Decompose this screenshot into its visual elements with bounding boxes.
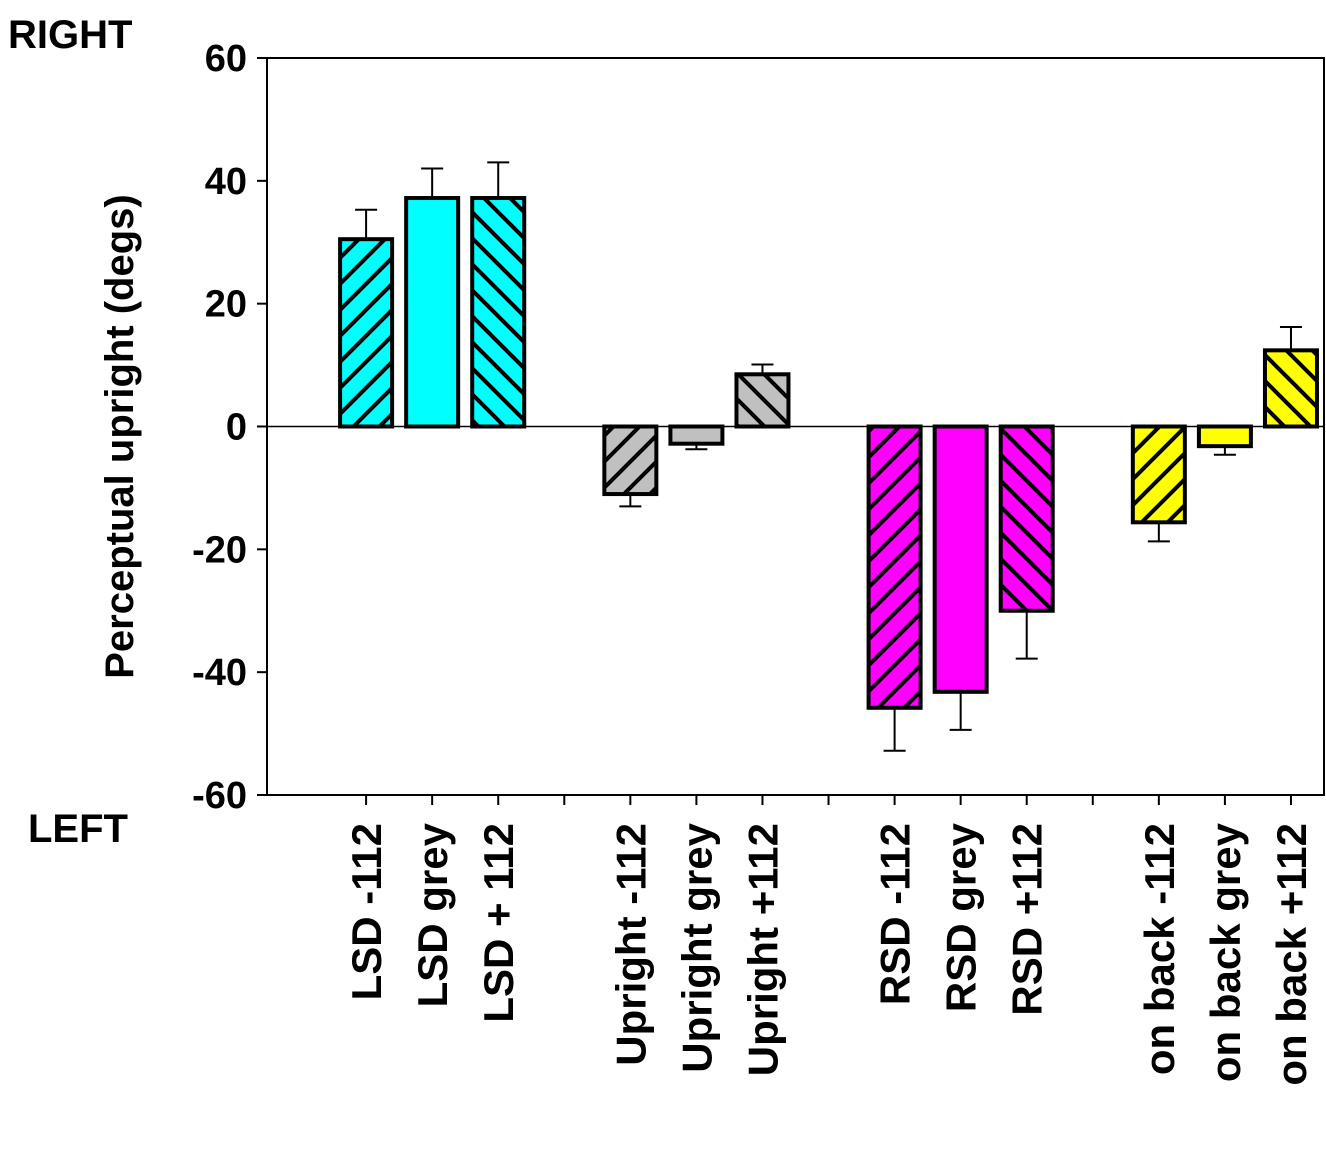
error-bar xyxy=(883,707,906,752)
x-tick-label: RSD grey xyxy=(938,822,985,1012)
y-tick-label: -40 xyxy=(192,652,247,694)
error-bar xyxy=(1213,446,1236,456)
x-tick-label: Upright grey xyxy=(673,822,720,1072)
y-tick-label: 60 xyxy=(205,38,247,80)
error-bar xyxy=(1279,326,1302,351)
bar-on-back-112 xyxy=(1262,348,1319,429)
error-bar xyxy=(685,443,708,451)
bar-lsd-grey xyxy=(404,196,461,429)
x-tick-label: LSD -112 xyxy=(343,823,390,1000)
bar-rsd-112 xyxy=(866,424,923,710)
bar-upright-112 xyxy=(734,372,791,429)
y-tick-label: -20 xyxy=(192,529,247,571)
bar-upright-grey xyxy=(668,424,725,446)
error-bar xyxy=(1147,522,1170,543)
bar-lsd-112 xyxy=(470,196,527,429)
x-tick-label: on back grey xyxy=(1202,822,1249,1082)
x-tick-label: RSD +112 xyxy=(1004,823,1051,1016)
bar-on-back-112 xyxy=(1130,424,1187,525)
error-bar xyxy=(487,161,510,199)
y-tick-label: 0 xyxy=(226,407,247,449)
x-tick-labels: LSD -112 LSD grey LSD + 112 Upright -112 Upr… xyxy=(343,822,1315,1085)
x-tick-label: on back +112 xyxy=(1268,823,1315,1086)
error-bar xyxy=(751,363,774,375)
x-tick-label: LSD grey xyxy=(409,822,456,1007)
annotation-left: LEFT xyxy=(28,807,128,851)
y-axis-label: Perceptual upright (degs) xyxy=(98,194,142,679)
y-tick-label: 20 xyxy=(205,284,247,326)
error-bar xyxy=(355,208,378,240)
bar-on-back-grey xyxy=(1196,424,1253,449)
x-tick-label: Upright -112 xyxy=(607,823,654,1066)
bar-rsd-112 xyxy=(998,424,1055,613)
x-ticks xyxy=(365,795,1292,805)
error-bars xyxy=(355,161,1302,752)
error-bar xyxy=(421,167,444,199)
error-bar xyxy=(1015,610,1038,660)
y-tick-label: 40 xyxy=(205,161,247,203)
x-tick-label: Upright +112 xyxy=(739,823,786,1076)
error-bar xyxy=(949,691,972,731)
y-ticks: 60 40 20 0 -20 -40 -60 xyxy=(192,38,267,817)
y-tick-label: -60 xyxy=(192,775,247,817)
error-bar xyxy=(619,494,642,508)
x-tick-label: RSD -112 xyxy=(872,823,919,1005)
bar-lsd-112 xyxy=(338,237,395,429)
bars xyxy=(338,196,1319,710)
bar-rsd-grey xyxy=(932,424,989,694)
annotation-right: RIGHT xyxy=(8,13,132,57)
bar-upright-112 xyxy=(602,424,659,497)
x-tick-label: on back -112 xyxy=(1136,823,1183,1075)
x-tick-label: LSD + 112 xyxy=(475,823,522,1023)
